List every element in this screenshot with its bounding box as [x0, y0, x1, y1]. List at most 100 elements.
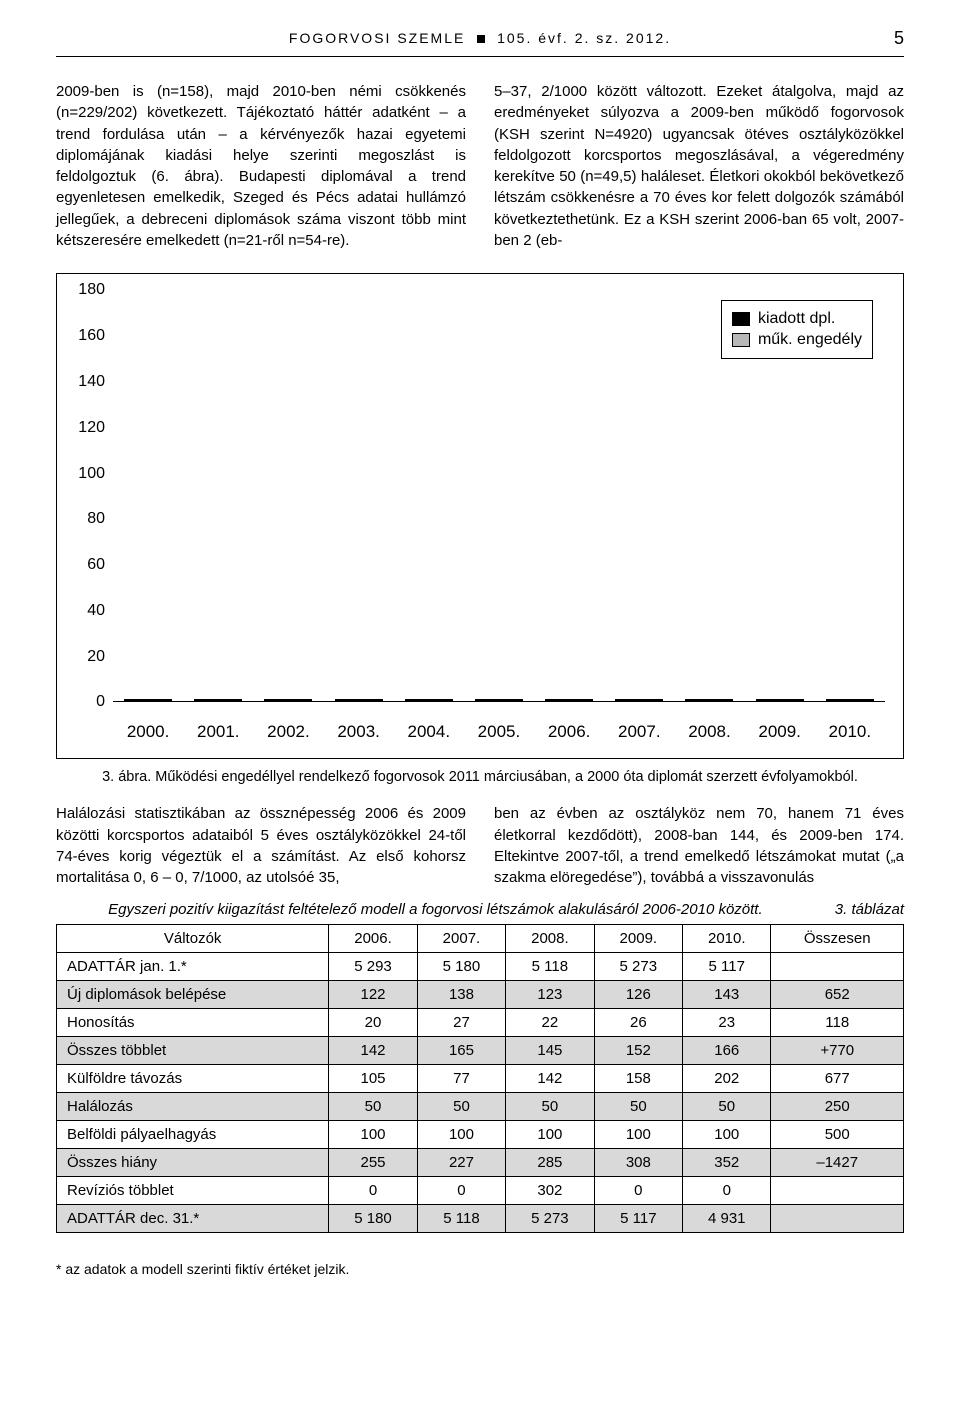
table-cell: 27	[417, 1008, 505, 1036]
chart-bar-group	[685, 699, 733, 701]
chart-y-tick: 100	[65, 465, 105, 483]
table-row: Belföldi pályaelhagyás100100100100100500	[57, 1120, 904, 1148]
table-cell: 50	[329, 1092, 417, 1120]
table-column-header: Változók	[57, 924, 329, 952]
table-row: ADATTÁR dec. 31.*5 1805 1185 2735 1174 9…	[57, 1204, 904, 1232]
table-cell: 5 118	[417, 1204, 505, 1232]
chart-bar-group	[264, 699, 312, 701]
table-row-label: Külföldre távozás	[57, 1064, 329, 1092]
table-row-label: ADATTÁR dec. 31.*	[57, 1204, 329, 1232]
table-cell: 4 931	[683, 1204, 771, 1232]
chart-x-label: 2010.	[829, 722, 872, 742]
chart-y-tick: 20	[65, 648, 105, 666]
table-cell: 50	[417, 1092, 505, 1120]
table-cell: 122	[329, 980, 417, 1008]
chart-bar-series-a	[405, 699, 429, 701]
table-cell: 652	[771, 980, 904, 1008]
table-row: Külföldre távozás10577142158202677	[57, 1064, 904, 1092]
chart-bar-group	[475, 699, 523, 701]
table-column-header: 2009.	[594, 924, 682, 952]
table-cell: 158	[594, 1064, 682, 1092]
table-cell: 302	[506, 1176, 594, 1204]
page-number: 5	[894, 28, 904, 49]
table-cell: 100	[329, 1120, 417, 1148]
chart-y-tick: 160	[65, 327, 105, 345]
table-title: Egyszeri pozitív kiigazítást feltételező…	[56, 901, 815, 918]
table-cell: 123	[506, 980, 594, 1008]
header-rule	[56, 56, 904, 57]
table-cell: 0	[594, 1176, 682, 1204]
chart-x-label: 2003.	[337, 722, 380, 742]
legend-swatch-b-icon	[732, 333, 750, 347]
table-cell: 138	[417, 980, 505, 1008]
bar-chart: 020406080100120140160180 2000.2001.2002.…	[56, 273, 904, 759]
table-cell: 100	[506, 1120, 594, 1148]
table-row: Összes többlet142165145152166+770	[57, 1036, 904, 1064]
chart-bar-series-b	[429, 699, 453, 701]
table-cell: 5 117	[683, 952, 771, 980]
table-row: ADATTÁR jan. 1.*5 2935 1805 1185 2735 11…	[57, 952, 904, 980]
table-row: Revíziós többlet0030200	[57, 1176, 904, 1204]
chart-bar-series-b	[639, 699, 663, 701]
table-cell	[771, 1204, 904, 1232]
chart-bar-series-a	[335, 699, 359, 701]
chart-x-label: 2007.	[618, 722, 661, 742]
table-cell: 308	[594, 1148, 682, 1176]
running-header: FOGORVOSI SZEMLE 105. évf. 2. sz. 2012. …	[56, 30, 904, 46]
table-cell: 5 118	[506, 952, 594, 980]
table-cell: 143	[683, 980, 771, 1008]
chart-bar-group	[826, 699, 874, 701]
chart-bar-series-a	[475, 699, 499, 701]
chart-bar-series-b	[850, 699, 874, 701]
table-cell: +770	[771, 1036, 904, 1064]
chart-bar-series-b	[709, 699, 733, 701]
table-heading-row: Egyszeri pozitív kiigazítást feltételező…	[56, 901, 904, 918]
table-cell: 255	[329, 1148, 417, 1176]
table-row: Összes hiány255227285308352–1427	[57, 1148, 904, 1176]
table-cell	[771, 952, 904, 980]
table-cell: 100	[417, 1120, 505, 1148]
chart-x-label: 2004.	[408, 722, 451, 742]
chart-bar-group	[756, 699, 804, 701]
body2-right: ben az évben az osztályköz nem 70, hanem…	[494, 803, 904, 888]
chart-x-label: 2008.	[688, 722, 731, 742]
chart-bar-series-a	[194, 699, 218, 701]
table-column-header: Összesen	[771, 924, 904, 952]
table-cell: 5 273	[506, 1204, 594, 1232]
table-cell: 77	[417, 1064, 505, 1092]
chart-legend: kiadott dpl. műk. engedély	[721, 300, 873, 359]
chart-caption: 3. ábra. Működési engedéllyel rendelkező…	[56, 769, 904, 785]
header-title-left: FOGORVOSI SZEMLE	[289, 30, 465, 46]
table-column-header: 2008.	[506, 924, 594, 952]
chart-x-labels: 2000.2001.2002.2003.2004.2005.2006.2007.…	[113, 722, 885, 742]
body-columns-top: 2009-ben is (n=158), majd 2010-ben némi …	[56, 81, 904, 251]
table-row: Halálozás5050505050250	[57, 1092, 904, 1120]
table-cell: 50	[506, 1092, 594, 1120]
table-column-header: 2006.	[329, 924, 417, 952]
chart-bar-series-b	[780, 699, 804, 701]
table-row: Honosítás2027222623118	[57, 1008, 904, 1036]
chart-bar-series-a	[124, 699, 148, 701]
chart-y-tick: 60	[65, 556, 105, 574]
table-column-header: 2007.	[417, 924, 505, 952]
table-row-label: Új diplomások belépése	[57, 980, 329, 1008]
table-cell: 165	[417, 1036, 505, 1064]
table-cell: 5 293	[329, 952, 417, 980]
table-cell: 22	[506, 1008, 594, 1036]
table-cell: 0	[329, 1176, 417, 1204]
table-cell: 0	[417, 1176, 505, 1204]
table-cell: 126	[594, 980, 682, 1008]
chart-y-tick: 80	[65, 510, 105, 528]
chart-x-label: 2000.	[127, 722, 170, 742]
table-cell: 152	[594, 1036, 682, 1064]
chart-y-tick: 180	[65, 281, 105, 299]
table-cell: 500	[771, 1120, 904, 1148]
chart-y-tick: 40	[65, 602, 105, 620]
table-row-label: Honosítás	[57, 1008, 329, 1036]
table-cell: 285	[506, 1148, 594, 1176]
table-cell: 20	[329, 1008, 417, 1036]
chart-bar-group	[405, 699, 453, 701]
table-cell: 100	[683, 1120, 771, 1148]
table-cell: 145	[506, 1036, 594, 1064]
table-cell: 5 273	[594, 952, 682, 980]
